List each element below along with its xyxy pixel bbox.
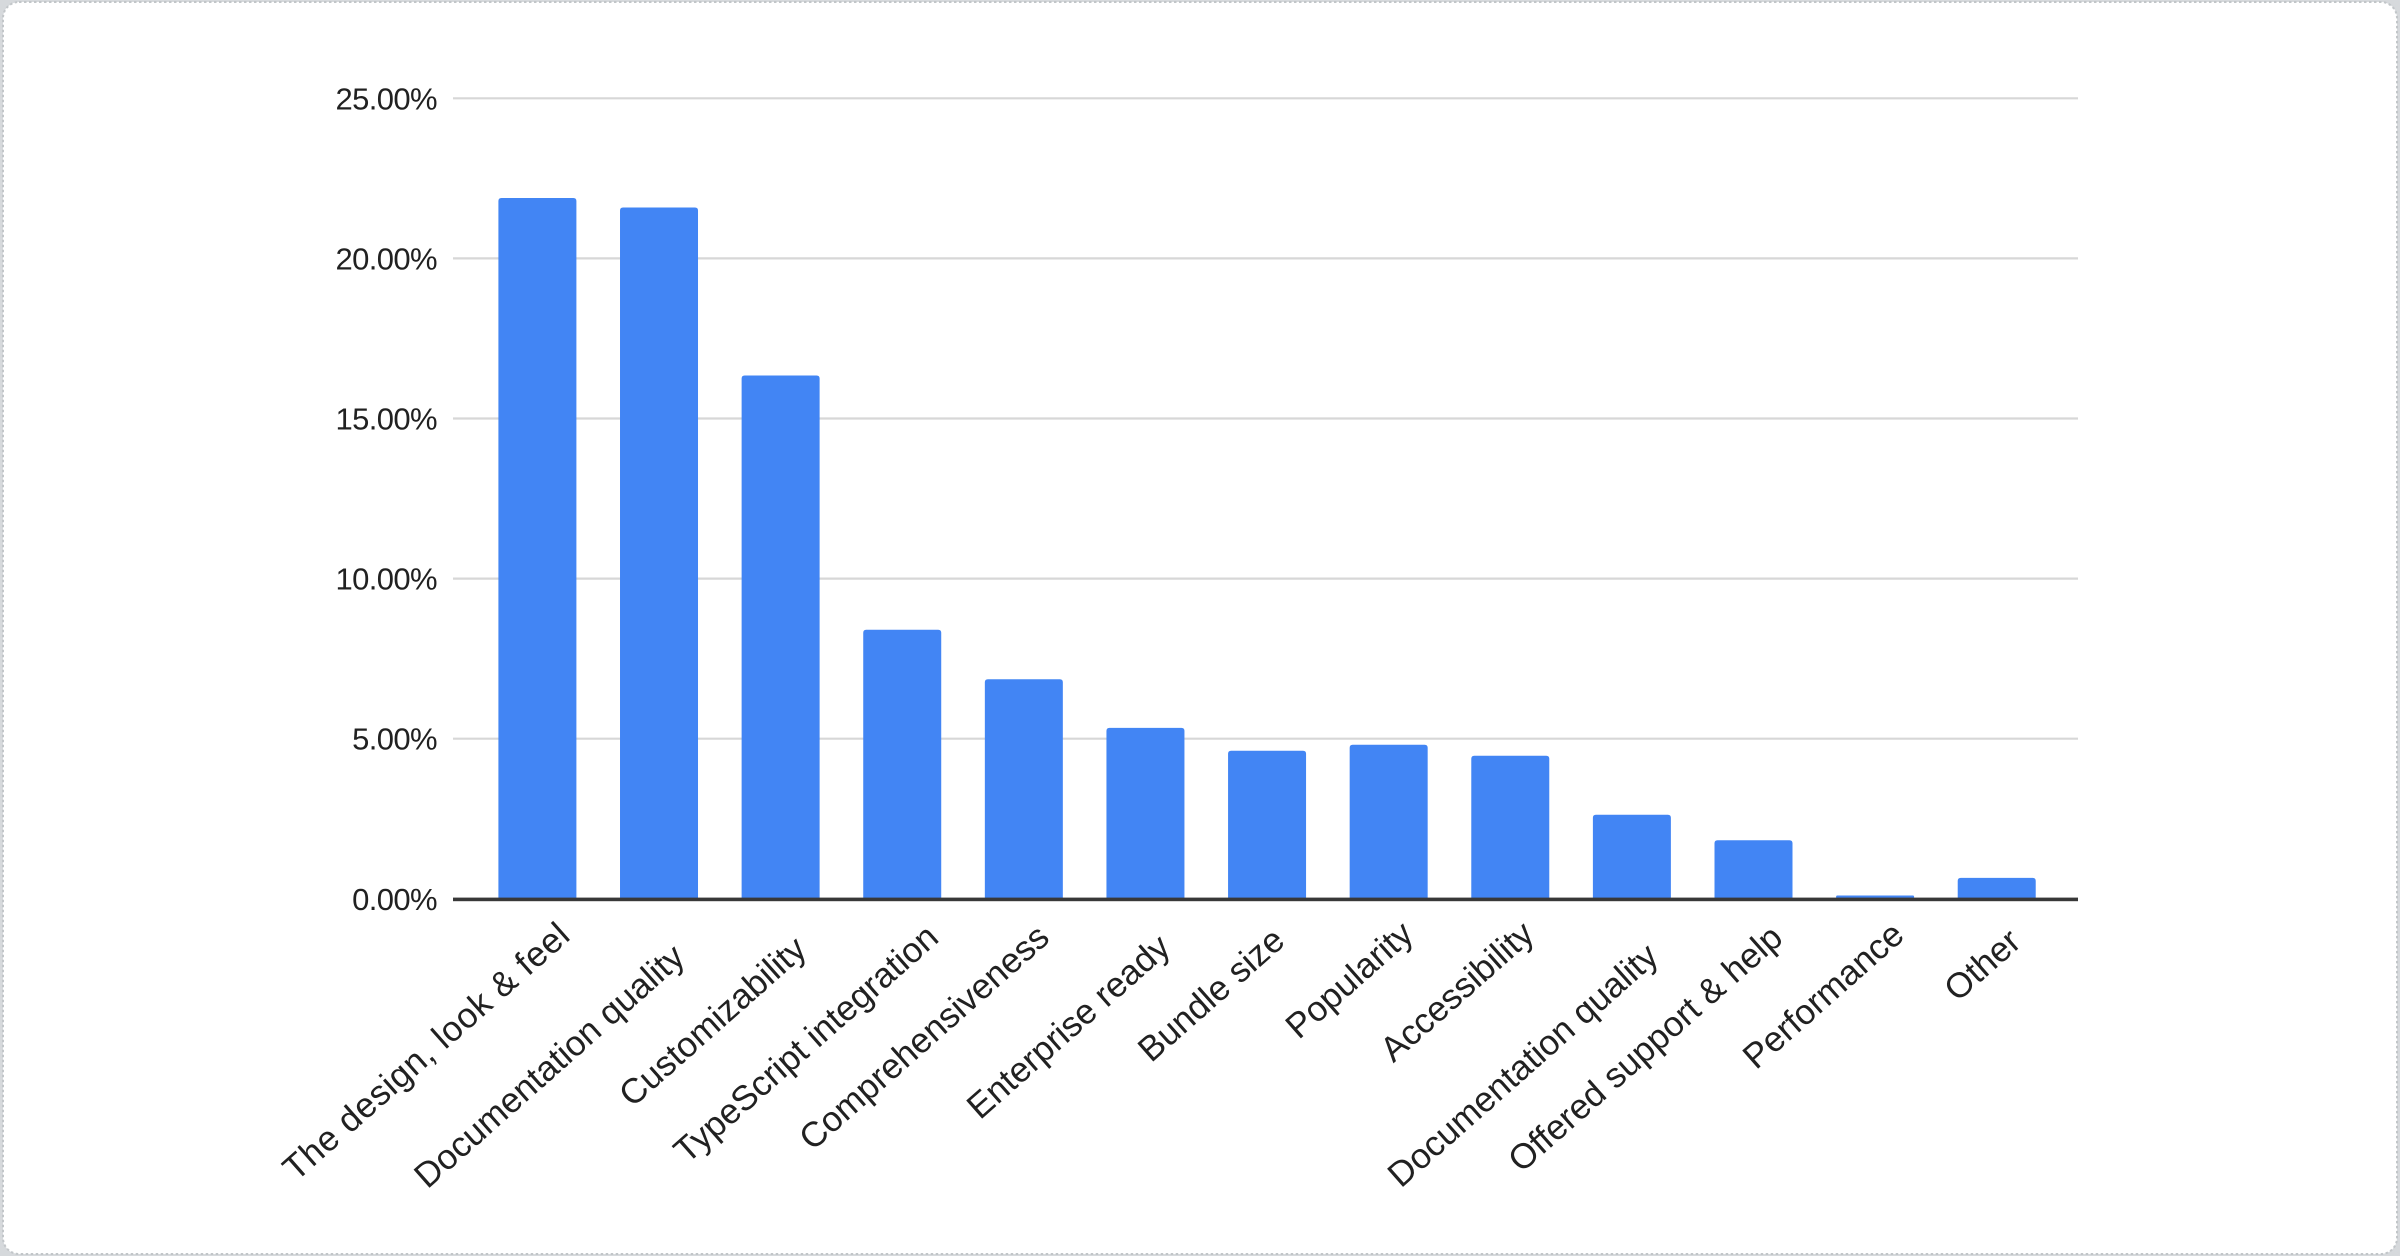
svg-text:10.00%: 10.00% xyxy=(335,562,437,597)
svg-text:20.00%: 20.00% xyxy=(335,241,437,276)
svg-text:15.00%: 15.00% xyxy=(335,402,437,437)
svg-text:25.00%: 25.00% xyxy=(335,81,437,116)
svg-text:5.00%: 5.00% xyxy=(352,722,437,757)
svg-text:0.00%: 0.00% xyxy=(352,882,437,917)
